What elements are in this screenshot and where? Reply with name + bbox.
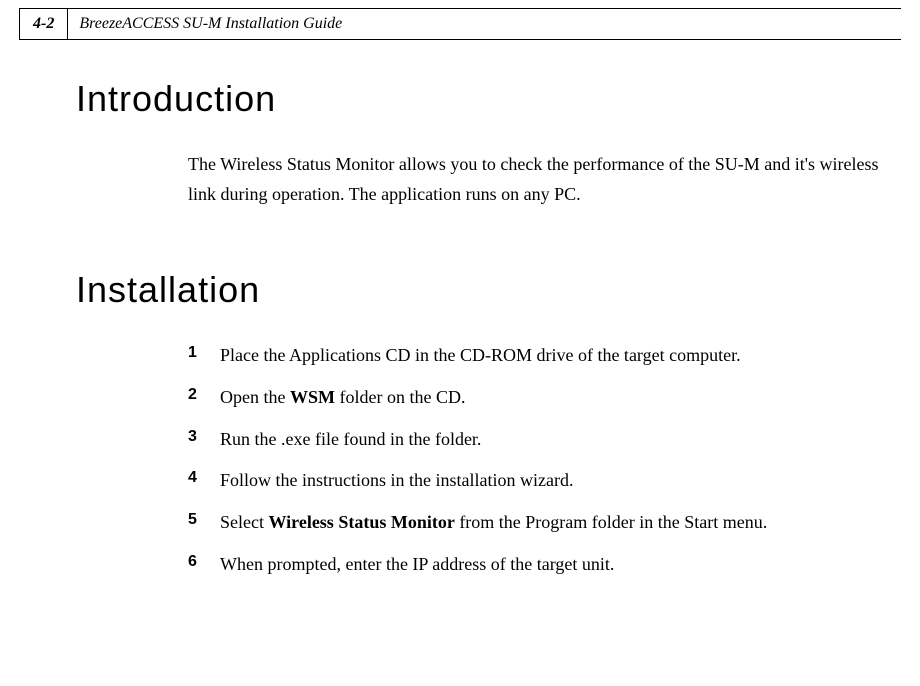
header-title-box: BreezeACCESS SU-M Installation Guide	[68, 8, 901, 40]
step-number: 2	[188, 383, 220, 404]
install-step: 1 Place the Applications CD in the CD-RO…	[188, 341, 890, 371]
step-text-bold: WSM	[290, 387, 335, 407]
step-number: 5	[188, 508, 220, 529]
page-number-box: 4-2	[19, 8, 68, 40]
install-step: 4 Follow the instructions in the install…	[188, 466, 890, 496]
page-header: 4-2 BreezeACCESS SU-M Installation Guide	[19, 8, 901, 40]
step-text-pre: When prompted, enter the IP address of t…	[220, 554, 614, 574]
step-number: 4	[188, 466, 220, 487]
install-step: 6 When prompted, enter the IP address of…	[188, 550, 890, 580]
step-text-post: from the Program folder in the Start men…	[455, 512, 767, 532]
introduction-heading: Introduction	[76, 78, 890, 120]
installation-steps: 1 Place the Applications CD in the CD-RO…	[188, 341, 890, 579]
step-text: Run the .exe file found in the folder.	[220, 425, 890, 455]
step-text-pre: Run the .exe file found in the folder.	[220, 429, 481, 449]
step-number: 3	[188, 425, 220, 446]
step-text-pre: Place the Applications CD in the CD-ROM …	[220, 345, 741, 365]
install-step: 5 Select Wireless Status Monitor from th…	[188, 508, 890, 538]
step-text-pre: Open the	[220, 387, 290, 407]
step-text-pre: Follow the instructions in the installat…	[220, 470, 573, 490]
step-text-bold: Wireless Status Monitor	[268, 512, 454, 532]
step-number: 1	[188, 341, 220, 362]
page-content: Introduction The Wireless Status Monitor…	[76, 78, 890, 592]
step-text: Place the Applications CD in the CD-ROM …	[220, 341, 890, 371]
step-text-pre: Select	[220, 512, 268, 532]
step-text: Open the WSM folder on the CD.	[220, 383, 890, 413]
install-step: 3 Run the .exe file found in the folder.	[188, 425, 890, 455]
step-text: Select Wireless Status Monitor from the …	[220, 508, 890, 538]
step-text-post: folder on the CD.	[335, 387, 465, 407]
step-text: Follow the instructions in the installat…	[220, 466, 890, 496]
introduction-body: The Wireless Status Monitor allows you t…	[188, 150, 890, 209]
step-number: 6	[188, 550, 220, 571]
install-step: 2 Open the WSM folder on the CD.	[188, 383, 890, 413]
installation-heading: Installation	[76, 269, 890, 311]
page-number: 4-2	[33, 15, 54, 33]
step-text: When prompted, enter the IP address of t…	[220, 550, 890, 580]
header-title: BreezeACCESS SU-M Installation Guide	[79, 15, 342, 33]
